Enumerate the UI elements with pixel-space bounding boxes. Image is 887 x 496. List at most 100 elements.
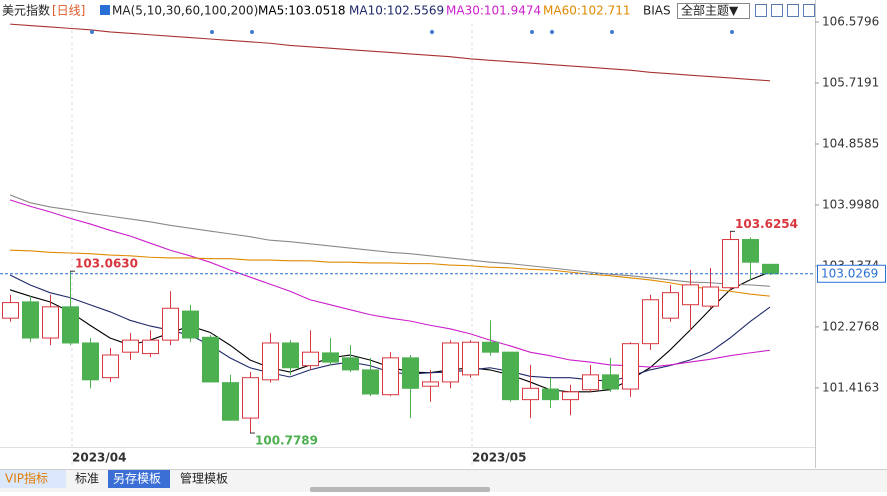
y-tick-label: 101.4163	[822, 380, 879, 394]
candle-body	[282, 342, 299, 369]
candle	[522, 364, 539, 419]
candle-body	[602, 374, 619, 390]
ma-line	[9, 199, 771, 368]
ma-line	[9, 249, 771, 297]
candle	[222, 374, 239, 421]
tab[interactable]	[0, 470, 66, 488]
tab-label[interactable]: 管理模板	[180, 471, 228, 486]
legend-entry: MA5:103.0518	[258, 4, 346, 18]
candle	[42, 294, 59, 346]
theme-button[interactable]	[677, 3, 750, 19]
candle	[202, 335, 219, 383]
tab-label: VIP指标	[5, 471, 48, 486]
event-dot	[90, 30, 94, 34]
candle-body	[722, 239, 739, 289]
candle-body	[762, 263, 779, 275]
candle-body	[162, 307, 179, 341]
candle-body	[222, 382, 239, 421]
candle-body	[242, 377, 259, 419]
legend-entry: MA10:102.5569	[349, 4, 444, 18]
event-dot	[430, 30, 434, 34]
period[interactable]: [日线]	[52, 4, 85, 18]
title: 美元指数	[2, 3, 50, 18]
candle-body	[742, 239, 759, 263]
candle-body	[382, 357, 399, 396]
candle-body	[142, 339, 159, 355]
candle-body	[82, 342, 99, 381]
x-tick-label: 2023/05	[472, 451, 526, 465]
candle-body	[2, 302, 19, 319]
event-dot	[210, 30, 214, 34]
last-price-tag	[817, 264, 886, 283]
candle	[382, 352, 399, 397]
tool-icon[interactable]	[803, 4, 815, 17]
candle-body	[202, 336, 219, 383]
candle	[622, 342, 639, 397]
candle	[342, 345, 359, 373]
candle-body	[362, 369, 379, 395]
candle	[302, 330, 319, 370]
candle	[702, 267, 719, 309]
tool-icon[interactable]	[755, 4, 767, 17]
candle	[322, 338, 339, 366]
candle	[62, 271, 79, 346]
last-price-label: 103.0269	[821, 266, 878, 280]
tab-label[interactable]: 标准	[75, 472, 99, 486]
event-dots	[90, 30, 734, 34]
candle	[662, 284, 679, 322]
candle-body	[322, 352, 339, 363]
candle	[442, 340, 459, 389]
candle-body	[262, 342, 279, 381]
candle	[402, 355, 419, 419]
tool-icon[interactable]	[771, 4, 783, 17]
y-tick-label: 102.2768	[822, 319, 879, 333]
y-tick-label: 104.8585	[822, 136, 879, 150]
candle-body	[342, 357, 359, 371]
candle-body	[42, 306, 59, 339]
candle	[22, 296, 39, 343]
candle-body	[422, 381, 439, 387]
candle-body	[122, 339, 139, 353]
candle	[602, 357, 619, 392]
candle	[502, 351, 519, 402]
candle-body	[102, 354, 119, 379]
candle-body	[522, 387, 539, 401]
candle-body	[482, 341, 499, 353]
candle	[262, 333, 279, 383]
y-tick-label: 106.5796	[822, 15, 879, 29]
candle-body	[402, 357, 419, 389]
bias-indicator[interactable]: BIAS	[643, 4, 671, 18]
event-dot	[550, 30, 554, 34]
ma-icon	[100, 5, 110, 15]
candle	[182, 304, 199, 343]
event-dot	[530, 30, 534, 34]
tool-icon[interactable]	[787, 4, 799, 17]
legend-entry: MA30:101.9474	[446, 4, 541, 18]
candle-body	[502, 351, 519, 401]
low-label: 100.7789	[255, 434, 318, 448]
candle	[682, 269, 699, 331]
tab[interactable]	[108, 470, 170, 488]
high-label: 103.0630	[75, 257, 138, 271]
y-tick-label: 105.7191	[822, 76, 879, 90]
candle-body	[562, 391, 579, 401]
event-dot	[730, 30, 734, 34]
candle	[282, 340, 299, 375]
candle-body	[682, 284, 699, 306]
candle-body	[642, 299, 659, 345]
candle	[482, 320, 499, 356]
scrollbar[interactable]	[310, 487, 490, 492]
candle	[462, 340, 479, 378]
candle	[742, 237, 759, 280]
candle	[362, 357, 379, 397]
candle-body	[582, 374, 599, 391]
candle	[82, 338, 99, 389]
ma-line	[9, 23, 771, 82]
candle	[542, 377, 559, 409]
plot-area: 103.0630 103.6254 100.7789	[0, 0, 815, 465]
candle-body	[622, 343, 639, 390]
indicator[interactable]: MA(5,10,30,60,100,200)	[112, 4, 258, 18]
theme-button-label: 全部主题▼	[681, 3, 739, 18]
